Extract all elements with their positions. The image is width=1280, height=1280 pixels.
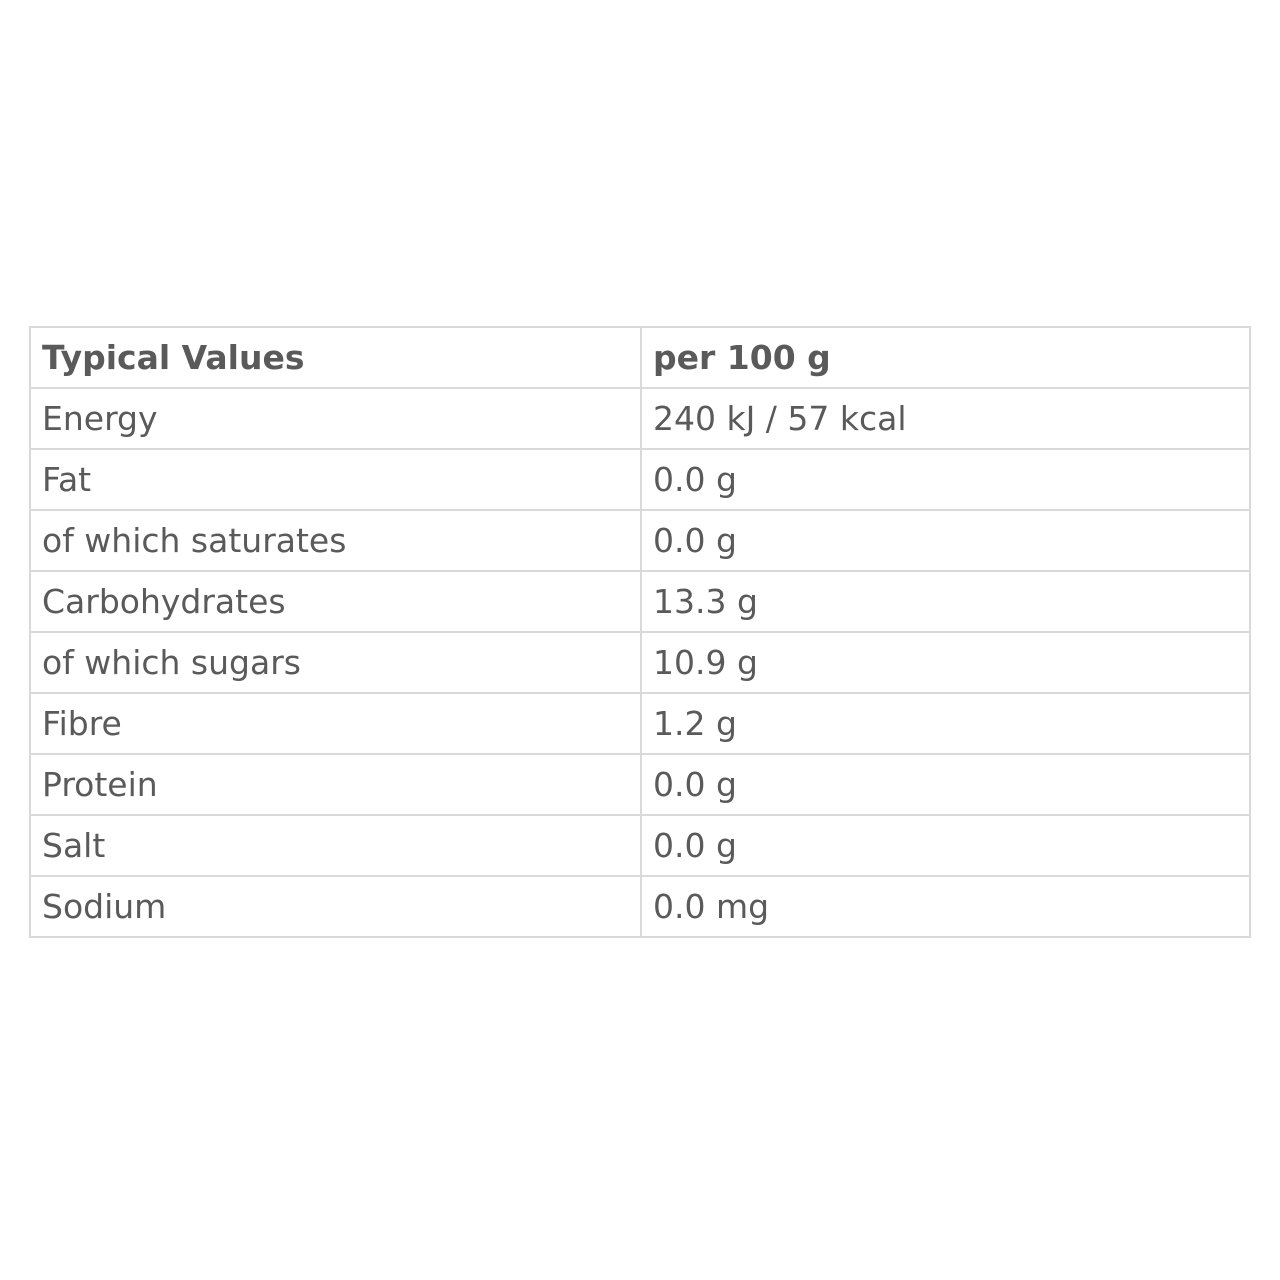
table-row: Sodium 0.0 mg bbox=[29, 875, 1251, 938]
nutrient-amount: 0.0 g bbox=[640, 509, 1251, 572]
nutrient-amount: 1.2 g bbox=[640, 692, 1251, 755]
nutrient-amount: 13.3 g bbox=[640, 570, 1251, 633]
table-row: Energy 240 kJ / 57 kcal bbox=[29, 387, 1251, 450]
nutrient-name: of which saturates bbox=[29, 509, 642, 572]
nutrient-name: Fat bbox=[29, 448, 642, 511]
nutrient-name: of which sugars bbox=[29, 631, 642, 694]
table-row: Fat 0.0 g bbox=[29, 448, 1251, 511]
table-row: of which saturates 0.0 g bbox=[29, 509, 1251, 572]
nutrient-amount: 10.9 g bbox=[640, 631, 1251, 694]
nutrient-name: Salt bbox=[29, 814, 642, 877]
table-row: Protein 0.0 g bbox=[29, 753, 1251, 816]
nutrition-table: Typical Values per 100 g Energy 240 kJ / … bbox=[29, 326, 1251, 938]
table-row: Salt 0.0 g bbox=[29, 814, 1251, 877]
nutrient-amount: 0.0 mg bbox=[640, 875, 1251, 938]
nutrient-amount: 0.0 g bbox=[640, 814, 1251, 877]
header-nutrient: Typical Values bbox=[29, 326, 642, 389]
nutrient-amount: 0.0 g bbox=[640, 753, 1251, 816]
nutrient-name: Energy bbox=[29, 387, 642, 450]
nutrient-name: Fibre bbox=[29, 692, 642, 755]
header-row: Typical Values per 100 g bbox=[29, 326, 1251, 389]
nutrient-amount: 240 kJ / 57 kcal bbox=[640, 387, 1251, 450]
nutrient-name: Protein bbox=[29, 753, 642, 816]
table-row: of which sugars 10.9 g bbox=[29, 631, 1251, 694]
nutrient-name: Carbohydrates bbox=[29, 570, 642, 633]
nutrient-amount: 0.0 g bbox=[640, 448, 1251, 511]
table-row: Fibre 1.2 g bbox=[29, 692, 1251, 755]
nutrient-name: Sodium bbox=[29, 875, 642, 938]
table-row: Carbohydrates 13.3 g bbox=[29, 570, 1251, 633]
header-amount: per 100 g bbox=[640, 326, 1251, 389]
